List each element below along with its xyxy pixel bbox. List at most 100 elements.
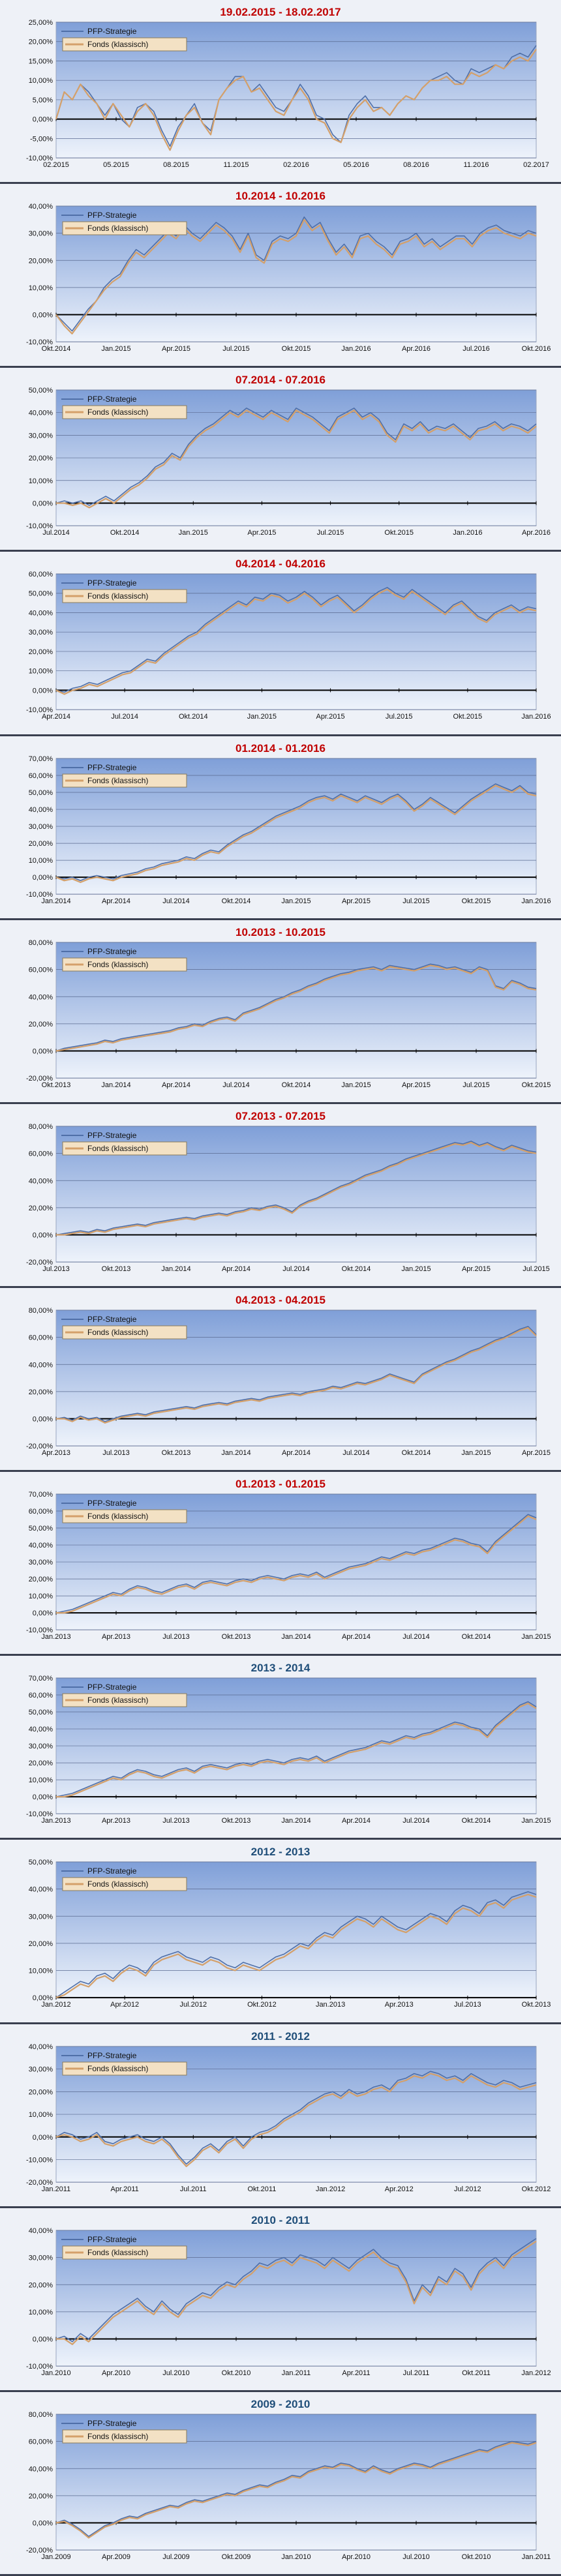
x-tick-label: Apr.2014 <box>42 713 70 721</box>
y-tick-label: 60,00% <box>29 966 53 974</box>
x-tick-label: 08.2016 <box>403 161 429 169</box>
series-line-fonds <box>56 1703 537 1798</box>
x-tick-label: Jan.2015 <box>461 1449 491 1457</box>
chart-svg: 04.2014 - 04.2016 -10,00% 0,00% 10,00% 20,00… <box>26 558 551 721</box>
legend-label-fonds: Fonds (klassisch) <box>87 776 148 785</box>
y-tick-label: -10,00% <box>26 2156 53 2164</box>
legend-label-fonds: Fonds (klassisch) <box>87 40 148 49</box>
y-tick-label: -10,00% <box>26 338 53 346</box>
x-tick-label: Apr.2014 <box>342 1817 371 1825</box>
x-tick-label: Jul.2015 <box>222 345 250 353</box>
y-tick-label: 5,00% <box>33 97 53 104</box>
y-tick-label: 0,00% <box>33 312 53 320</box>
y-tick-label: 10,00% <box>29 284 53 292</box>
y-tick-label: -20,00% <box>26 2547 53 2554</box>
x-tick-label: Jan.2015 <box>521 1633 551 1641</box>
panel-separator <box>0 2389 561 2392</box>
legend-box-fonds <box>62 1141 187 1156</box>
y-tick-label: 20,00% <box>29 1021 53 1028</box>
chart-panel: 2010 - 2011 -10,00% 0,00% 10,00% 20,00% 30,00… <box>0 2208 561 2392</box>
y-tick-label: -10,00% <box>26 891 53 899</box>
y-tick-label: 20,00% <box>29 1760 53 1767</box>
x-tick-label: Okt.2010 <box>222 2369 251 2377</box>
x-tick-label: Jan.2010 <box>41 2369 70 2377</box>
chart-panel: 2009 - 2010 -20,00% 0,00% 20,00% 40,00% 60,00… <box>0 2391 561 2576</box>
x-tick-label: Jan.2014 <box>101 1081 130 1089</box>
chart-svg: 01.2013 - 01.2015 -10,00% 0,00% 10,00% 20,00… <box>26 1478 551 1641</box>
chart-svg: 2009 - 2010 -20,00% 0,00% 20,00% 40,00% 60,00… <box>26 2398 551 2561</box>
x-tick-label: Okt.2014 <box>462 1633 491 1641</box>
legend-label-fonds: Fonds (klassisch) <box>87 960 148 969</box>
series-line-pfp <box>55 2440 537 2537</box>
chart-title: 04.2014 - 04.2016 <box>235 558 326 570</box>
legend-label-fonds: Fonds (klassisch) <box>87 1512 148 1521</box>
x-tick-label: 11.2016 <box>464 161 489 169</box>
x-tick-label: Jul.2011 <box>403 2369 430 2377</box>
x-tick-label: Jan.2011 <box>42 2185 70 2193</box>
y-tick-label: 20,00% <box>29 1576 53 1583</box>
legend-label-pfp: PFP-Strategie <box>87 2419 137 2428</box>
x-tick-label: Jan.2015 <box>521 1817 551 1825</box>
x-tick-label: Okt.2016 <box>522 345 551 353</box>
x-tick-label: Apr.2012 <box>110 2001 139 2009</box>
x-tick-label: Apr.2015 <box>162 345 190 353</box>
x-tick-label: Jan.2015 <box>341 1081 371 1089</box>
series-line-fonds <box>55 48 537 151</box>
legend-box-fonds <box>62 1325 187 1340</box>
y-tick-label: 20,00% <box>29 1940 53 1948</box>
y-tick-label: -10,00% <box>26 155 53 162</box>
x-tick-label: Okt.2010 <box>462 2553 491 2561</box>
y-tick-label: 40,00% <box>29 1726 53 1733</box>
x-tick-label: Apr.2015 <box>402 1081 431 1089</box>
x-tick-label: Jan.2012 <box>316 2185 345 2193</box>
y-tick-label: 0,00% <box>33 116 53 124</box>
series-line-fonds <box>55 218 537 335</box>
y-tick-label: 15,00% <box>29 57 53 65</box>
y-tick-label: 40,00% <box>29 1177 53 1185</box>
x-tick-label: Apr.2012 <box>385 2185 414 2193</box>
y-tick-label: 50,00% <box>29 1859 53 1866</box>
x-tick-label: Okt.2012 <box>247 2001 277 2009</box>
x-tick-label: Jan.2015 <box>281 897 311 905</box>
series-line-fonds <box>56 1326 537 1424</box>
y-tick-label: 70,00% <box>29 1491 53 1499</box>
x-tick-label: Jan.2015 <box>101 345 130 353</box>
y-tick-label: -10,00% <box>26 707 53 715</box>
legend-label-fonds: Fonds (klassisch) <box>87 1880 148 1889</box>
x-tick-label: 11.2015 <box>224 161 249 169</box>
x-tick-label: Jan.2009 <box>41 2553 70 2561</box>
panel-separator <box>0 182 561 185</box>
legend-label-pfp: PFP-Strategie <box>87 2235 137 2244</box>
y-tick-label: 0,00% <box>33 500 53 508</box>
chart-panel: 04.2014 - 04.2016 -10,00% 0,00% 10,00% 20,00… <box>0 552 561 736</box>
x-tick-label: Jul.2013 <box>162 1633 190 1641</box>
x-tick-label: Apr.2013 <box>385 2001 414 2009</box>
series-line-fonds <box>55 2073 537 2167</box>
y-tick-label: 10,00% <box>29 77 53 85</box>
chart-panel: 07.2014 - 07.2016 -10,00% 0,00% 10,00% 20,00… <box>0 368 561 552</box>
y-tick-label: 20,00% <box>29 1205 53 1212</box>
y-tick-label: 40,00% <box>29 806 53 814</box>
y-tick-label: 70,00% <box>29 755 53 763</box>
legend-label-fonds: Fonds (klassisch) <box>87 2248 148 2257</box>
x-tick-label: Apr.2015 <box>462 1265 491 1273</box>
legend-label-fonds: Fonds (klassisch) <box>87 592 148 601</box>
y-tick-label: 30,00% <box>29 2254 53 2262</box>
x-tick-label: Okt.2013 <box>222 1817 251 1825</box>
y-tick-label: 20,00% <box>29 455 53 462</box>
y-tick-label: 40,00% <box>29 610 53 618</box>
y-tick-label: 40,00% <box>29 993 53 1001</box>
x-tick-label: Jan.2012 <box>521 2369 551 2377</box>
panel-separator <box>0 734 561 736</box>
x-tick-label: Jan.2011 <box>282 2369 311 2377</box>
x-tick-label: Apr.2014 <box>102 897 130 905</box>
x-tick-label: Jan.2016 <box>521 897 551 905</box>
legend-label-pfp: PFP-Strategie <box>87 1315 137 1324</box>
x-tick-label: Okt.2013 <box>222 1633 251 1641</box>
x-tick-label: Jul.2014 <box>222 1081 250 1089</box>
x-tick-label: Jul.2015 <box>317 529 344 537</box>
series-line-pfp <box>55 963 537 1051</box>
x-tick-label: Apr.2015 <box>522 1449 551 1457</box>
x-tick-label: Okt.2011 <box>462 2369 491 2377</box>
